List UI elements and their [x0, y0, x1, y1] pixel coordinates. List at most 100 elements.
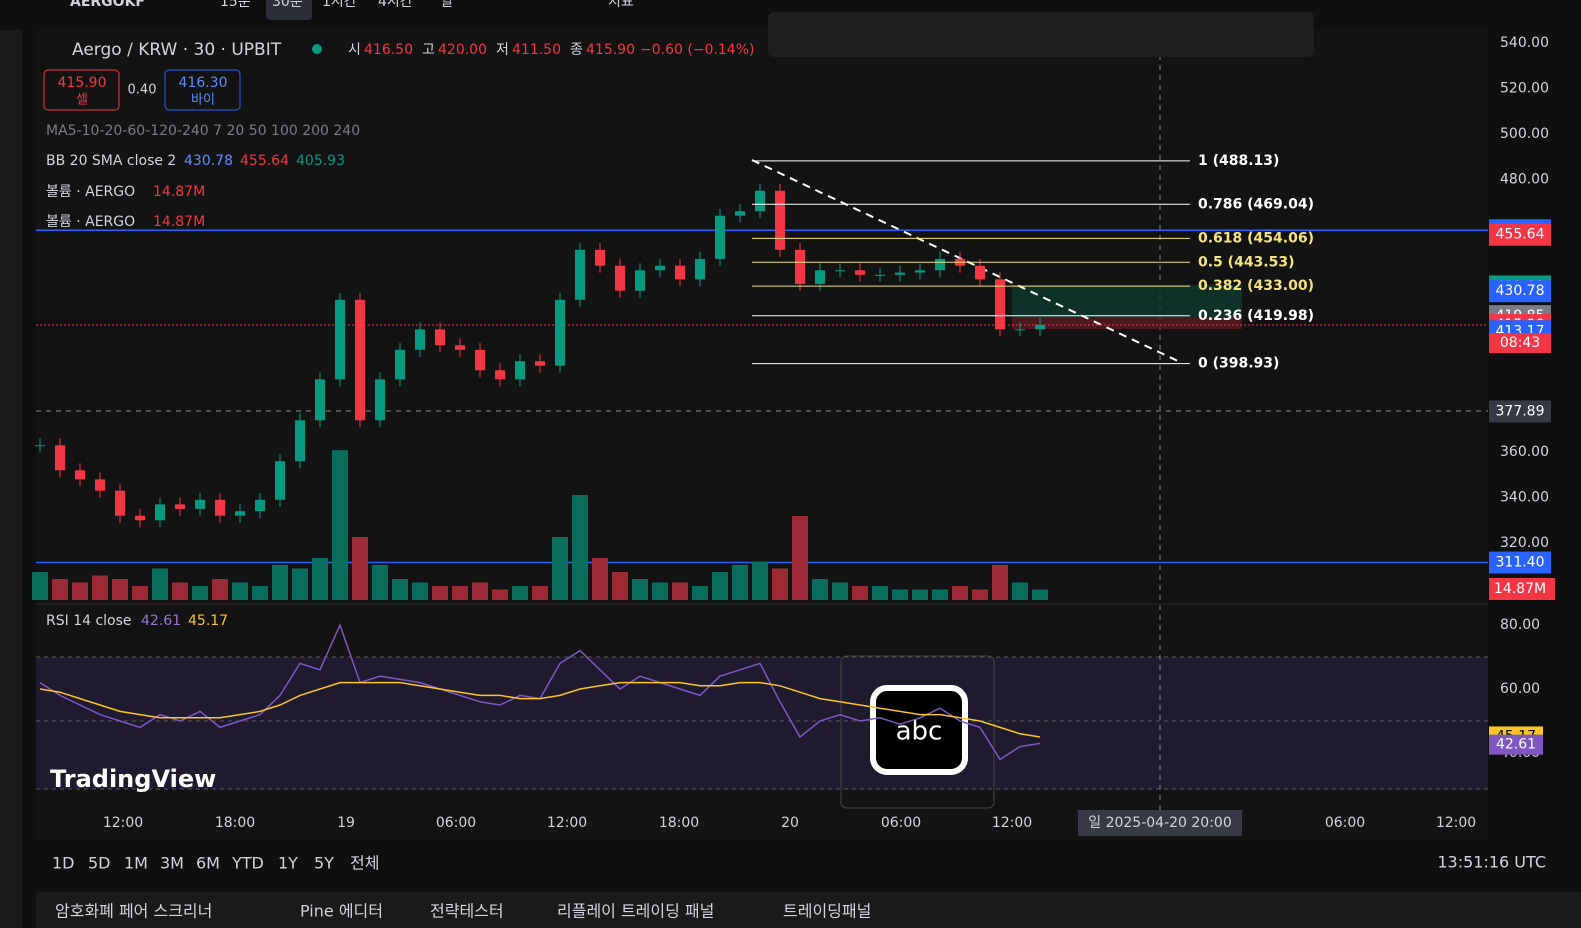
- bottom-tab[interactable]: 전략테스터: [430, 902, 504, 921]
- volume-bar: [172, 582, 188, 600]
- time-label: 12:00: [992, 815, 1032, 831]
- range-button[interactable]: 1D: [52, 854, 75, 873]
- candle: [595, 249, 605, 266]
- abc-frame: [840, 655, 995, 809]
- sell-label: 셀: [76, 93, 88, 108]
- volume-bar: [612, 572, 628, 600]
- buy-label: 바이: [191, 93, 215, 108]
- price-tick-label: 340.00: [1500, 490, 1549, 506]
- volume-bar: [492, 589, 508, 600]
- volume-legend: 볼륨 · AERGO: [46, 184, 135, 200]
- candle: [555, 299, 565, 366]
- bottom-tab[interactable]: 암호화폐 페어 스크리너: [55, 902, 212, 921]
- volume-bar: [132, 586, 148, 600]
- countdown-bg: [1489, 333, 1551, 354]
- bb-value: 430.78: [184, 153, 233, 169]
- candle: [295, 420, 305, 462]
- range-button[interactable]: YTD: [231, 854, 264, 873]
- fib-label: 0.236 (419.98): [1198, 308, 1314, 324]
- legend-change: −0.60 (−0.14%): [640, 42, 754, 58]
- candle: [675, 265, 685, 280]
- candle: [655, 265, 665, 271]
- range-button[interactable]: 1Y: [278, 854, 298, 873]
- candle: [715, 215, 725, 259]
- volume-bar: [792, 516, 808, 600]
- price-tick-label: 320.00: [1500, 535, 1549, 551]
- volume-bar: [672, 582, 688, 600]
- volume-bar: [832, 582, 848, 600]
- countdown: 08:43: [1500, 335, 1540, 351]
- range-button[interactable]: 5D: [88, 854, 111, 873]
- rsi-legend: RSI 14 close: [46, 613, 132, 629]
- candle: [975, 265, 985, 280]
- volume-tag-label: 14.87M: [1494, 581, 1546, 597]
- fib-label: 0.786 (469.04): [1198, 196, 1314, 212]
- range-button[interactable]: 1M: [124, 854, 148, 873]
- candle: [995, 279, 1005, 330]
- sell-price: 415.90: [58, 75, 107, 91]
- interval: 4시간: [378, 0, 413, 10]
- volume-bar: [872, 586, 888, 600]
- candle: [735, 211, 745, 216]
- buy-box[interactable]: [164, 69, 241, 111]
- price-tick-label: 480.00: [1500, 171, 1549, 187]
- volume-bar: [272, 565, 288, 600]
- candle: [55, 445, 65, 471]
- volume-bar: [772, 568, 788, 600]
- bottom-tab[interactable]: 트레이딩패널: [783, 902, 871, 921]
- left-toolbar: [0, 30, 22, 928]
- ma-legend: MA5-10-20-60-120-240 7 20 50 100 200 240: [46, 123, 360, 139]
- candle: [75, 470, 85, 480]
- candle: [795, 249, 805, 284]
- candle: [915, 270, 925, 273]
- time-label: 12:00: [1436, 815, 1476, 831]
- active-interval: [266, 0, 312, 20]
- bottom-tab[interactable]: Pine 에디터: [300, 902, 383, 921]
- candle: [355, 299, 365, 421]
- volume-bar: [972, 589, 988, 600]
- time-label: 일 2025-04-20 20:00: [1088, 815, 1232, 831]
- abc-text: abc: [896, 717, 943, 747]
- time-label: 12:00: [547, 815, 587, 831]
- candle: [935, 258, 945, 271]
- volume-bar: [512, 586, 528, 600]
- range-button[interactable]: 전체: [350, 854, 379, 873]
- volume-bar: [72, 582, 88, 600]
- volume-bar: [472, 582, 488, 600]
- volume-bar: [112, 579, 128, 600]
- volume-bar: [932, 589, 948, 600]
- candle: [515, 361, 525, 380]
- rsi-tag: [1489, 734, 1543, 755]
- candle: [615, 265, 625, 291]
- legend-title: Aergo / KRW · 30 · UPBIT: [72, 40, 282, 60]
- volume-bar: [232, 582, 248, 600]
- candle: [815, 270, 825, 284]
- price-tick-label: 540.00: [1500, 35, 1549, 51]
- candle: [255, 499, 265, 512]
- price-tick-label: 500.00: [1500, 126, 1549, 142]
- volume-bar: [1032, 589, 1048, 600]
- sell-box[interactable]: [43, 69, 120, 111]
- candle: [215, 499, 225, 516]
- volume-bar: [212, 579, 228, 600]
- fib-label: 0.382 (433.00): [1198, 278, 1314, 294]
- candle: [155, 504, 165, 521]
- candle: [415, 329, 425, 350]
- buy-price: 416.30: [179, 75, 228, 91]
- volume-bar: [552, 537, 568, 600]
- indicators-button: 지표: [608, 0, 634, 10]
- volume-bar: [372, 565, 388, 600]
- volume-bar: [312, 558, 328, 600]
- bottom-tab[interactable]: 리플레이 트레이딩 패널: [557, 902, 714, 921]
- price-tag: [1489, 400, 1551, 423]
- candle: [475, 349, 485, 371]
- candle: [1015, 329, 1025, 331]
- range-button[interactable]: 6M: [196, 854, 220, 873]
- fib-label: 0 (398.93): [1198, 356, 1279, 372]
- range-button[interactable]: 5Y: [314, 854, 334, 873]
- volume-bar: [912, 589, 928, 600]
- rsi-band: [36, 657, 1488, 789]
- range-button[interactable]: 3M: [160, 854, 184, 873]
- rsi-value: 42.61: [141, 613, 181, 629]
